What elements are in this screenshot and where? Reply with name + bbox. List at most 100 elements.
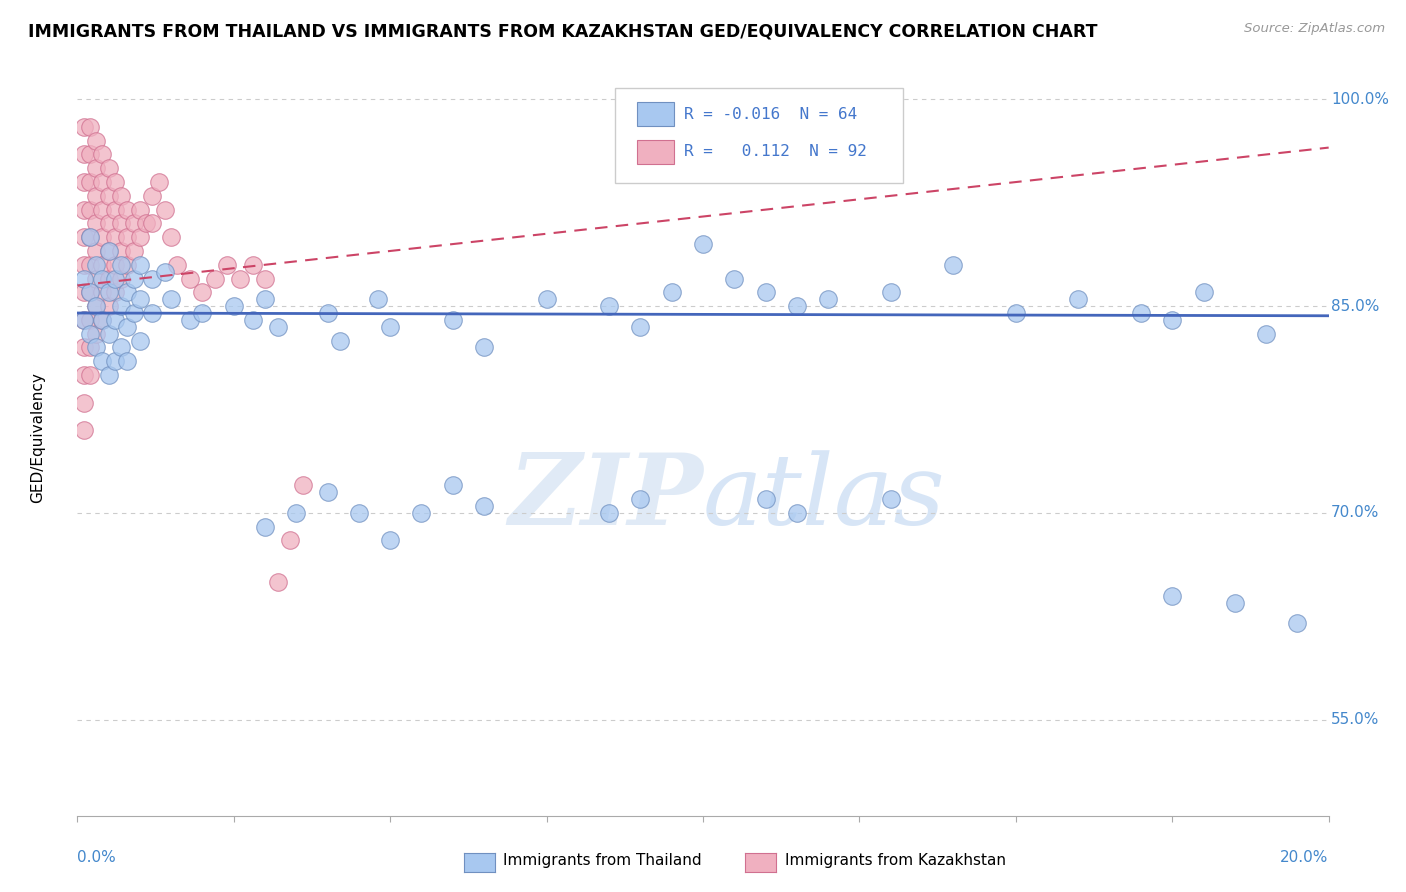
Point	[630, 319, 652, 334]
Point	[441, 313, 464, 327]
Point	[97, 216, 120, 230]
Point	[91, 147, 114, 161]
Point	[84, 299, 107, 313]
Point	[91, 313, 114, 327]
Point	[110, 258, 132, 272]
Point	[117, 319, 139, 334]
Point	[104, 230, 127, 244]
Point	[179, 271, 201, 285]
Point	[79, 202, 101, 217]
Text: 0.0%: 0.0%	[77, 850, 117, 865]
Point	[222, 299, 245, 313]
Point	[72, 368, 94, 382]
Point	[754, 492, 776, 507]
Point	[347, 506, 370, 520]
Point	[72, 271, 94, 285]
Text: R =   0.112  N = 92: R = 0.112 N = 92	[685, 145, 868, 160]
Point	[91, 258, 114, 272]
Point	[79, 368, 101, 382]
Point	[97, 285, 120, 300]
Point	[84, 326, 107, 341]
Point	[129, 230, 152, 244]
Point	[153, 202, 176, 217]
Point	[91, 271, 114, 285]
Point	[122, 271, 145, 285]
Text: 85.0%: 85.0%	[1331, 299, 1379, 314]
Point	[598, 506, 620, 520]
Point	[598, 299, 620, 313]
Point	[880, 492, 903, 507]
Point	[754, 285, 776, 300]
Point	[79, 120, 101, 134]
Text: Immigrants from Thailand: Immigrants from Thailand	[503, 854, 702, 868]
Text: Immigrants from Kazakhstan: Immigrants from Kazakhstan	[785, 854, 1005, 868]
Point	[141, 216, 163, 230]
Point	[472, 341, 495, 355]
Point	[204, 271, 226, 285]
Point	[110, 216, 132, 230]
Point	[285, 506, 308, 520]
Point	[97, 244, 120, 258]
Point	[129, 334, 152, 348]
Point	[104, 313, 127, 327]
Point	[278, 533, 301, 548]
Point	[79, 258, 101, 272]
Point	[72, 341, 94, 355]
Point	[441, 478, 464, 492]
Point	[79, 230, 101, 244]
Point	[104, 202, 127, 217]
Point	[129, 258, 152, 272]
Point	[91, 354, 114, 368]
Point	[191, 285, 214, 300]
Text: 20.0%: 20.0%	[1281, 850, 1329, 865]
Point	[79, 326, 101, 341]
Point	[1004, 306, 1026, 320]
Point	[367, 292, 389, 306]
Point	[84, 216, 107, 230]
Point	[91, 285, 114, 300]
Point	[129, 202, 152, 217]
Point	[84, 271, 107, 285]
Point	[166, 258, 188, 272]
Point	[84, 341, 107, 355]
Point	[117, 202, 139, 217]
Point	[84, 189, 107, 203]
Point	[536, 292, 558, 306]
Point	[122, 306, 145, 320]
Point	[79, 313, 101, 327]
Point	[472, 499, 495, 513]
Point	[380, 533, 402, 548]
Point	[97, 271, 120, 285]
Point	[97, 326, 120, 341]
Point	[242, 313, 264, 327]
Point	[110, 244, 132, 258]
Point	[117, 258, 139, 272]
Point	[1161, 313, 1184, 327]
Point	[84, 258, 107, 272]
Point	[141, 271, 163, 285]
Point	[72, 202, 94, 217]
Point	[84, 161, 107, 176]
Point	[84, 299, 107, 313]
Point	[253, 271, 276, 285]
Point	[79, 285, 101, 300]
Text: 70.0%: 70.0%	[1331, 506, 1379, 520]
Point	[104, 271, 127, 285]
Point	[72, 147, 94, 161]
Point	[153, 265, 176, 279]
Point	[72, 120, 94, 134]
Point	[97, 299, 120, 313]
Point	[72, 423, 94, 437]
Point	[104, 258, 127, 272]
Point	[1223, 595, 1246, 609]
Point	[266, 319, 288, 334]
Point	[97, 368, 120, 382]
Point	[122, 244, 145, 258]
Point	[179, 313, 201, 327]
Point	[104, 354, 127, 368]
Point	[72, 175, 94, 189]
Text: GED/Equivalency: GED/Equivalency	[30, 372, 45, 502]
Point	[253, 292, 276, 306]
Point	[84, 244, 107, 258]
Point	[91, 202, 114, 217]
